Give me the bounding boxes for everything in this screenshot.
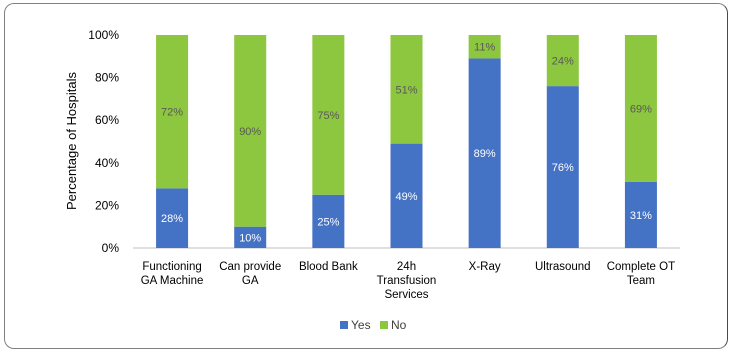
- legend-label-yes: Yes: [351, 318, 371, 332]
- category-label: Ultrasound: [535, 261, 591, 273]
- y-tick-label: 40%: [95, 156, 119, 170]
- y-tick-label: 20%: [95, 198, 119, 212]
- data-label-yes: 10%: [239, 232, 261, 244]
- data-label-no: 69%: [630, 103, 652, 115]
- category-label: Blood Bank: [299, 261, 358, 273]
- bar-yes: [546, 86, 579, 249]
- legend-swatch-yes: [340, 321, 348, 329]
- category-label: 24h Transfusion Services: [377, 261, 437, 301]
- legend-swatch-no: [380, 321, 388, 329]
- y-tick-label: 60%: [95, 113, 119, 127]
- y-tick-label: 100%: [88, 28, 119, 42]
- bar-no: [546, 35, 579, 87]
- data-label-no: 75%: [317, 110, 339, 122]
- y-axis-ticks: 0% 20% 40% 60% 80% 100%: [88, 28, 119, 255]
- y-tick-label: 80%: [95, 71, 119, 85]
- category-label: Complete OT Team: [607, 261, 675, 287]
- bar-yes: [390, 143, 423, 248]
- data-label-yes: 76%: [552, 162, 574, 174]
- data-label-no: 11%: [474, 42, 495, 54]
- data-label-no: 72%: [161, 107, 183, 119]
- category-labels: Functioning GA Machine Can provide GA Blood …: [141, 261, 675, 301]
- legend-label-no: No: [391, 318, 407, 332]
- bars-layer: 28% 72% 10% 90% 25% 75% 49% 51% 89% 11% 76% 24% 31% 6…: [156, 35, 657, 249]
- bar-no: [156, 35, 189, 189]
- bar-yes: [156, 188, 189, 248]
- data-label-yes: 89%: [474, 148, 496, 160]
- bar-yes: [468, 58, 501, 249]
- data-label-no: 24%: [552, 56, 574, 68]
- bar-no: [312, 35, 345, 195]
- chart-frame: [4, 3, 728, 349]
- category-label: Can provide GA: [219, 261, 281, 287]
- bar-no: [234, 35, 267, 227]
- data-label-yes: 31%: [630, 210, 652, 222]
- bar-no: [624, 35, 657, 182]
- y-axis-label: Percentage of Hospitals: [64, 71, 79, 210]
- data-label-yes: 49%: [395, 191, 417, 203]
- data-label-no: 51%: [395, 84, 417, 96]
- bar-no: [390, 35, 423, 144]
- bar-no: [468, 35, 501, 59]
- y-tick-label: 0%: [102, 241, 120, 255]
- category-label: Functioning GA Machine: [141, 261, 204, 287]
- legend: Yes No: [340, 318, 407, 332]
- bar-yes: [234, 226, 267, 248]
- category-label: X-Ray: [469, 261, 501, 273]
- bar-yes: [624, 181, 657, 248]
- data-label-yes: 25%: [317, 216, 339, 228]
- bar-yes: [312, 194, 345, 248]
- data-label-yes: 28%: [161, 213, 183, 225]
- data-label-no: 90%: [239, 126, 261, 138]
